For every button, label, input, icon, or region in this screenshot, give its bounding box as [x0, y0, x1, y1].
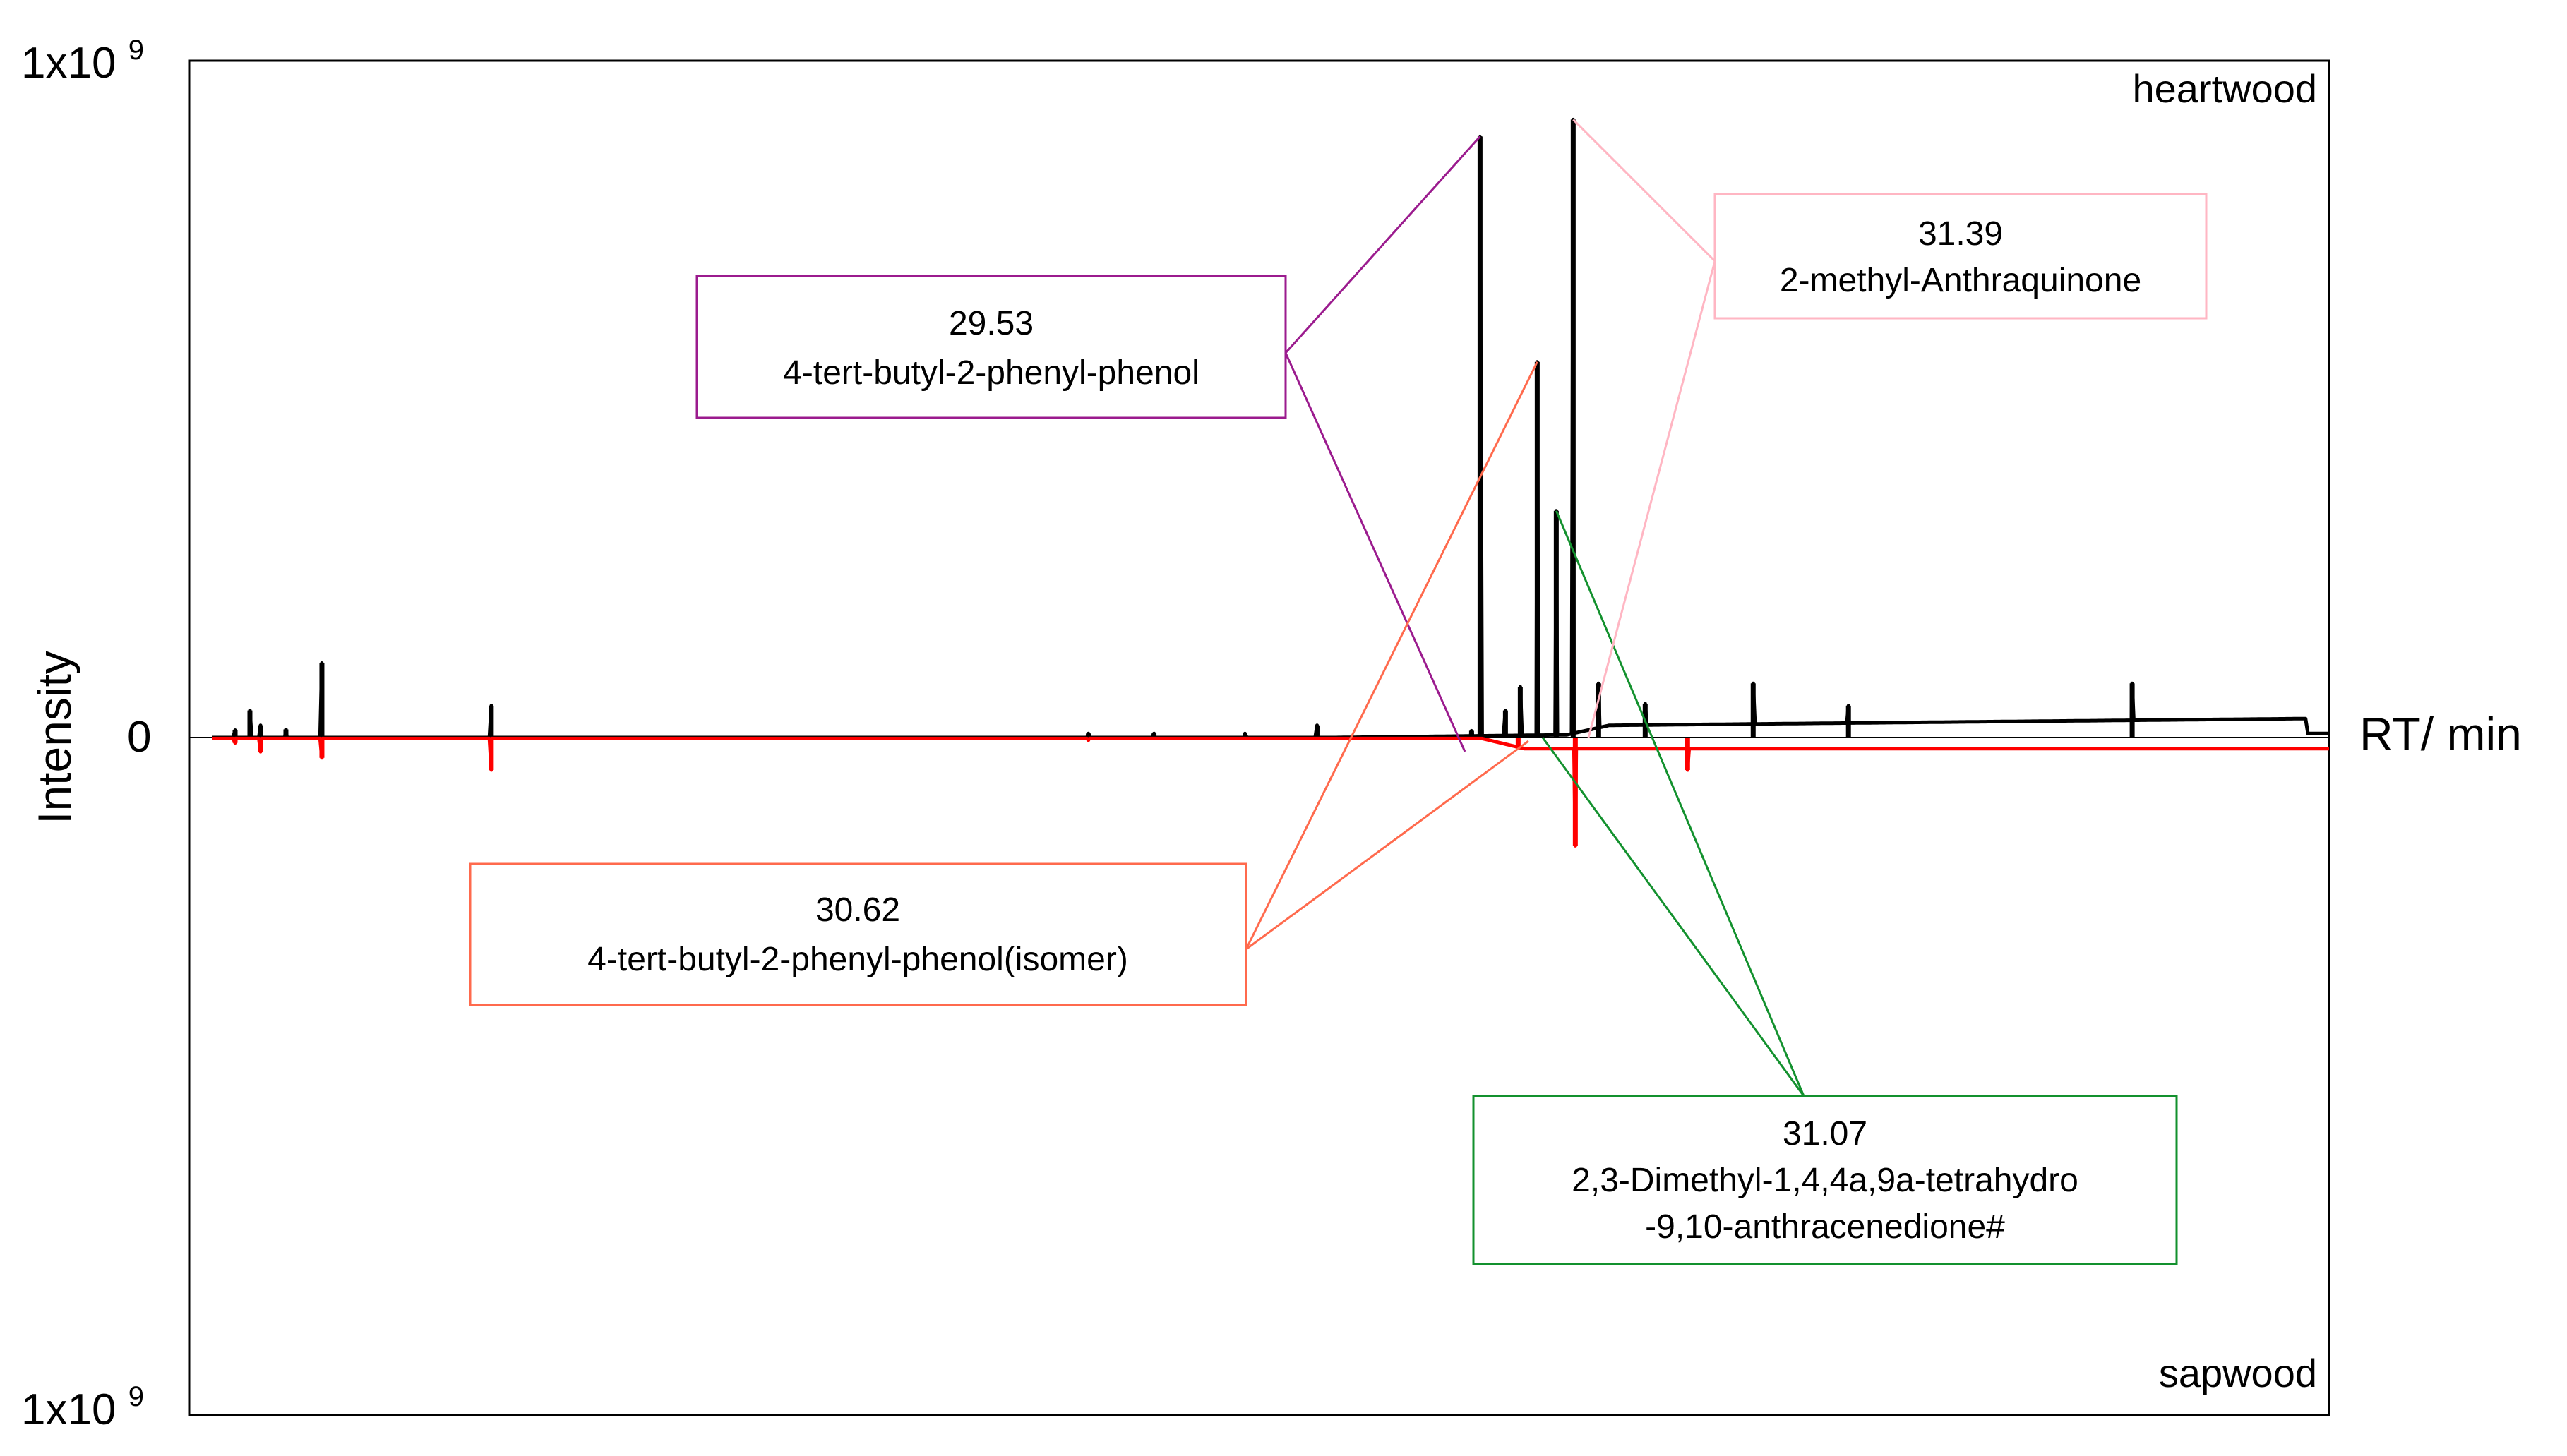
annotation-connector-29-53-apex	[1284, 136, 1481, 354]
y-tick-bottom-exponent: 9	[128, 1381, 144, 1412]
y-tick-top-text: 1x10	[21, 39, 116, 88]
annotation-connector-31-07-base	[1541, 737, 1805, 1097]
y-tick-top-exponent: 9	[128, 35, 144, 66]
y-tick-bottom-text: 1x10	[21, 1385, 116, 1434]
annotation-box	[469, 862, 1247, 1006]
annotation-rt: 29.53	[949, 305, 1034, 342]
annotation-connector-31-39-base	[1587, 260, 1716, 738]
annotation-compound: 2-methyl-Anthraquinone	[1780, 262, 2141, 299]
annotation-rt: 31.39	[1918, 215, 2003, 253]
series-line-sapwood	[212, 736, 2329, 848]
annotation-compound-line-2: -9,10-anthracenedione#	[1645, 1208, 2005, 1246]
connector-layer	[1245, 119, 1805, 1097]
annotation-connector-30-62-apex	[1245, 361, 1538, 950]
annotation-box	[1472, 1095, 2178, 1265]
annotation-rt: 30.62	[815, 891, 900, 929]
x-axis-title: RT/ min	[2359, 708, 2522, 760]
annotation-31-07: 31.07 2,3-Dimethyl-1,4,4a,9a-tetrahydro …	[1472, 1095, 2178, 1265]
annotation-box	[695, 275, 1287, 419]
annotation-connector-30-62-base	[1245, 740, 1529, 951]
annotation-rt: 31.07	[1783, 1115, 1867, 1153]
y-tick-bottom: 1x10 9	[21, 1381, 144, 1434]
y-tick-top: 1x10 9	[21, 35, 144, 88]
panel-label-heartwood: heartwood	[2132, 66, 2317, 111]
annotation-compound: 4-tert-butyl-2-phenyl-phenol(isomer)	[587, 941, 1128, 978]
series-layer	[212, 117, 2329, 848]
annotation-31-39: 31.39 2-methyl-Anthraquinone	[1713, 193, 2208, 320]
panel-label-sapwood: sapwood	[2159, 1351, 2317, 1395]
annotation-30-62: 30.62 4-tert-butyl-2-phenyl-phenol(isome…	[469, 862, 1247, 1006]
y-tick-zero: 0	[127, 713, 151, 762]
annotation-connector-29-53-base	[1284, 352, 1466, 752]
annotation-connector-31-39-apex	[1572, 119, 1716, 263]
annotation-connector-31-07-apex	[1555, 510, 1805, 1097]
annotation-compound: 4-tert-butyl-2-phenyl-phenol	[783, 354, 1199, 392]
annotation-compound-line-1: 2,3-Dimethyl-1,4,4a,9a-tetrahydro	[1572, 1162, 2078, 1199]
annotation-29-53: 29.53 4-tert-butyl-2-phenyl-phenol	[695, 275, 1287, 419]
y-axis-title: Intensity	[28, 651, 80, 824]
annotation-box	[1713, 193, 2208, 320]
